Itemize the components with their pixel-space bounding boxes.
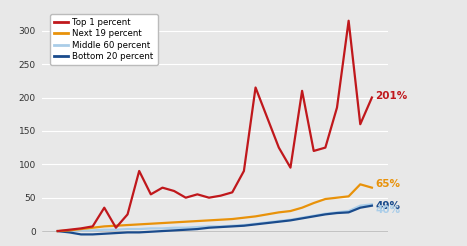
- Legend: Top 1 percent, Next 19 percent, Middle 60 percent, Bottom 20 percent: Top 1 percent, Next 19 percent, Middle 6…: [50, 14, 158, 65]
- Text: 201%: 201%: [375, 91, 408, 101]
- Text: 49%: 49%: [375, 201, 400, 211]
- Text: 65%: 65%: [375, 179, 400, 189]
- Text: 40%: 40%: [375, 205, 401, 215]
